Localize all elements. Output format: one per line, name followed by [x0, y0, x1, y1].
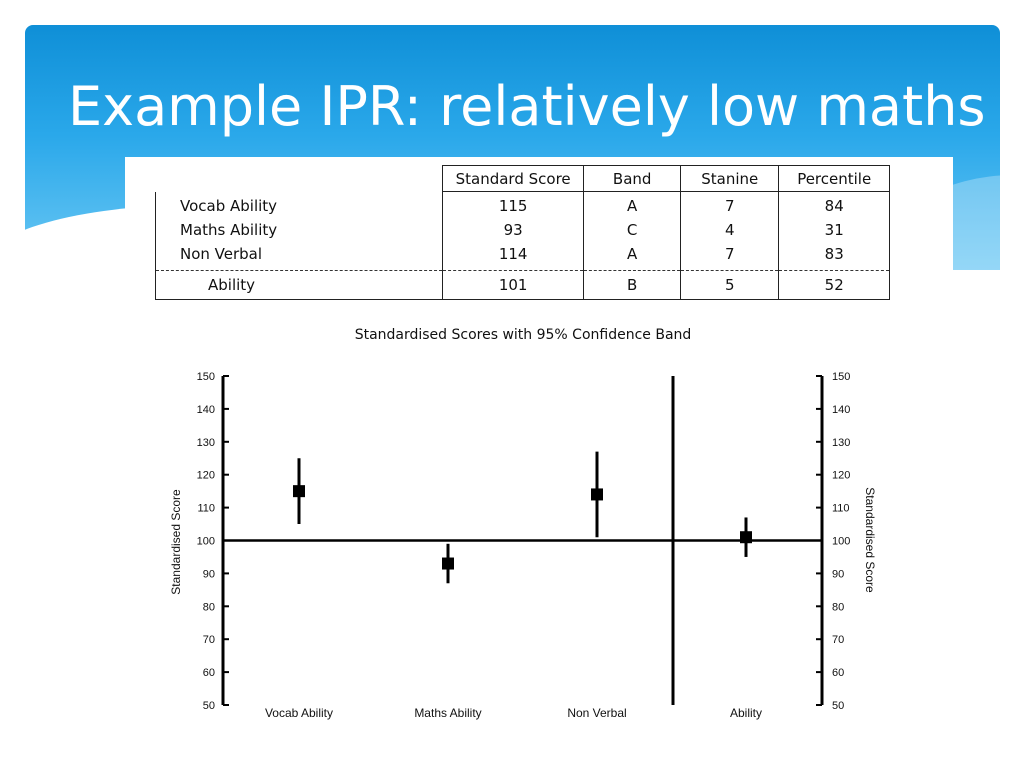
- row-label: Vocab Ability: [154, 191, 444, 218]
- cell-standard-score: 114: [442, 242, 585, 271]
- table-row: Non Verbal 114 A 7 83: [154, 242, 890, 271]
- y-axis-label-left: Standardised Score: [169, 489, 183, 595]
- table-row: Vocab Ability 115 A 7 84: [154, 191, 890, 218]
- y-tick-label-left: 90: [203, 568, 215, 580]
- table-summary-row: Ability 101 B 5 52: [154, 270, 890, 300]
- y-tick-label-left: 80: [203, 601, 215, 613]
- y-axis-label-right: Standardised Score: [863, 487, 877, 593]
- cell-stanine: 7: [680, 191, 780, 218]
- cell-percentile: 31: [778, 218, 890, 242]
- category-label: Non Verbal: [567, 706, 626, 720]
- chart-plot-area: 50 50 60 60 70 70 80 80 90 90 100 100 110 110 120 120 13…: [197, 371, 851, 720]
- table-header-blank: [155, 165, 444, 192]
- summary-band: B: [583, 270, 682, 300]
- y-tick-label-left: 50: [203, 700, 215, 712]
- y-tick-label-right: 70: [832, 634, 844, 646]
- y-tick-label-left: 130: [197, 437, 215, 449]
- cell-standard-score: 93: [442, 218, 585, 242]
- y-tick-label-right: 140: [832, 404, 850, 416]
- table-header-row: Standard Score Band Stanine Percentile: [155, 165, 890, 192]
- category-label: Ability: [730, 706, 762, 720]
- y-tick-label-left: 110: [197, 503, 215, 515]
- category-label: Vocab Ability: [265, 706, 333, 720]
- chart-title: Standardised Scores with 95% Confidence …: [355, 327, 692, 343]
- y-tick-label-right: 110: [832, 503, 850, 515]
- cell-band: A: [583, 242, 682, 271]
- summary-stanine: 5: [680, 270, 780, 300]
- category-label: Maths Ability: [414, 706, 481, 720]
- score-marker: [293, 485, 305, 498]
- cell-stanine: 7: [680, 242, 780, 271]
- y-tick-label-right: 120: [832, 470, 850, 482]
- y-tick-label-left: 140: [197, 404, 215, 416]
- y-tick-label-right: 100: [832, 536, 850, 548]
- y-tick-label-right: 50: [832, 700, 844, 712]
- score-marker: [591, 488, 603, 501]
- table-row: Maths Ability 93 C 4 31: [154, 218, 890, 242]
- summary-percentile: 52: [778, 270, 890, 300]
- y-tick-label-left: 120: [197, 470, 215, 482]
- cell-percentile: 84: [778, 191, 890, 218]
- row-label: Maths Ability: [154, 218, 444, 242]
- y-tick-label-right: 150: [832, 371, 850, 383]
- row-label: Non Verbal: [154, 242, 444, 271]
- score-marker: [740, 531, 752, 544]
- y-tick-label-left: 70: [203, 634, 215, 646]
- table-header-band: Band: [583, 165, 682, 192]
- y-tick-label-right: 60: [832, 667, 844, 679]
- slide-title: Example IPR: relatively low maths: [68, 75, 986, 138]
- table-header-percentile: Percentile: [778, 165, 890, 192]
- cell-standard-score: 115: [442, 191, 585, 218]
- cell-band: A: [583, 191, 682, 218]
- table-header-stanine: Stanine: [680, 165, 780, 192]
- y-tick-label-left: 150: [197, 371, 215, 383]
- y-tick-label-right: 90: [832, 568, 844, 580]
- y-tick-label-right: 80: [832, 601, 844, 613]
- y-tick-label-left: 60: [203, 667, 215, 679]
- score-table: Standard Score Band Stanine Percentile V…: [154, 165, 890, 300]
- table-header-standard-score: Standard Score: [442, 165, 585, 192]
- y-tick-label-left: 100: [197, 536, 215, 548]
- summary-label: Ability: [154, 270, 444, 300]
- y-tick-label-right: 130: [832, 437, 850, 449]
- cell-stanine: 4: [680, 218, 780, 242]
- summary-standard-score: 101: [442, 270, 585, 300]
- cell-band: C: [583, 218, 682, 242]
- score-marker: [442, 557, 454, 570]
- cell-percentile: 83: [778, 242, 890, 271]
